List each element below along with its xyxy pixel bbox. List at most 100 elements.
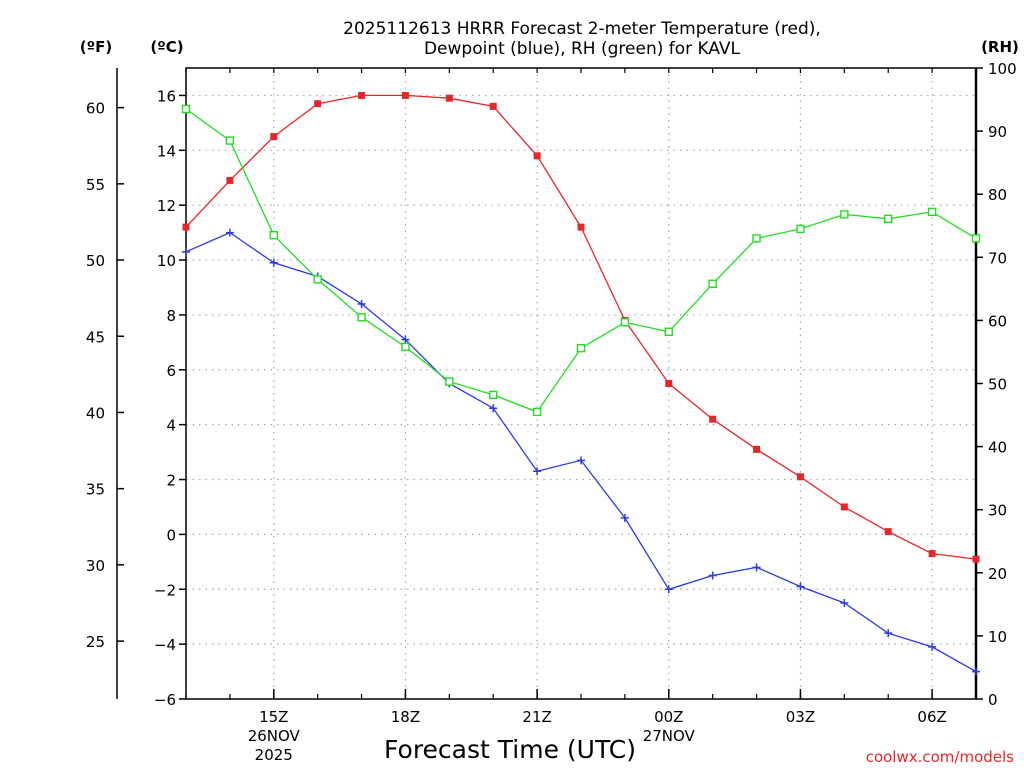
rh-tick-label: 40 — [988, 439, 1007, 457]
grid — [186, 68, 976, 699]
x-tick-year-label: 2025 — [255, 746, 293, 764]
celsius-tick-label: −2 — [154, 581, 176, 599]
celsius-tick-label: 12 — [157, 197, 176, 215]
rh-point — [971, 234, 981, 243]
temperature-point — [665, 380, 673, 387]
rh-point — [796, 224, 805, 234]
rh-tick-label: 20 — [988, 565, 1007, 583]
celsius-tick-label: 14 — [157, 142, 176, 160]
celsius-axis: 16 14 12 10 8 6 4 2 0 −2 −4 −6 — [154, 87, 186, 709]
fahrenheit-tick-label: 45 — [86, 328, 105, 346]
rh-tick-label: 30 — [988, 502, 1007, 520]
dewpoint-point — [620, 513, 629, 522]
dewpoint-point — [840, 598, 849, 607]
rh-tick-label: 60 — [988, 312, 1007, 330]
rh-tick-label: 0 — [988, 691, 998, 709]
dewpoint-point — [928, 642, 937, 651]
x-tick-label: 03Z — [786, 708, 815, 726]
plot-frame — [185, 67, 977, 700]
temperature-line — [185, 94, 977, 560]
celsius-tick-label: −6 — [154, 691, 176, 709]
celsius-tick-label: 6 — [166, 362, 176, 380]
dewpoint-point — [401, 335, 410, 344]
x-tick-label: 06Z — [917, 708, 946, 726]
rh-point — [752, 234, 761, 243]
dewpoint-point — [182, 247, 190, 256]
temperature-point — [884, 528, 892, 536]
dewpoint-point — [752, 563, 761, 572]
temperature-point — [270, 133, 278, 141]
temperature-point — [840, 503, 848, 511]
x-tick-label: 00Z — [654, 708, 683, 726]
series-layer — [181, 91, 981, 676]
x-tick-label: 18Z — [391, 708, 420, 726]
temperature-point — [226, 176, 234, 184]
credit-text: coolwx.com/models — [866, 748, 1014, 766]
rh-point — [840, 210, 849, 219]
rh-point — [664, 327, 673, 336]
dewpoint-point — [577, 456, 585, 465]
fahrenheit-axis: 60 55 50 45 40 35 30 25 — [86, 100, 124, 651]
dewpoint-point — [796, 582, 805, 591]
chart-title-line2: Dewpoint (blue), RH (green) for KAVL — [424, 39, 741, 59]
celsius-tick-label: 16 — [157, 87, 176, 105]
rh-tick-label: 50 — [988, 376, 1007, 394]
fahrenheit-tick-label: 25 — [86, 633, 105, 651]
temperature-point — [533, 152, 541, 160]
rh-point — [181, 104, 191, 114]
rh-point — [927, 207, 937, 217]
temperature-point — [753, 445, 761, 453]
temperature-point — [182, 223, 190, 231]
dewpoint-point — [972, 667, 980, 676]
rh-tick-label: 90 — [988, 123, 1007, 141]
dewpoint-point — [664, 585, 673, 594]
rh-tick-label: 10 — [988, 628, 1007, 646]
dewpoint-point — [357, 299, 366, 308]
rh-tick-label: 70 — [988, 249, 1007, 267]
fahrenheit-tick-label: 50 — [86, 252, 105, 270]
rh-point — [884, 214, 893, 224]
rh-point — [401, 342, 410, 352]
x-tick-date-label: 26NOV — [248, 727, 301, 745]
fahrenheit-unit-label: (ºF) — [80, 38, 112, 56]
rh-point — [489, 390, 498, 400]
fahrenheit-tick-label: 35 — [86, 481, 105, 499]
temperature-point — [314, 100, 322, 108]
celsius-tick-label: 8 — [166, 307, 176, 325]
x-tick-label: 21Z — [522, 708, 551, 726]
rh-point — [576, 343, 586, 353]
dewpoint-line — [185, 231, 977, 673]
chart-title-line1: 2025112613 HRRR Forecast 2-meter Tempera… — [343, 19, 821, 39]
temperature-point — [489, 102, 497, 110]
temperature-point — [796, 473, 804, 481]
temperature-point — [358, 91, 366, 99]
celsius-tick-label: 2 — [166, 472, 176, 490]
x-tick-date-label: 27NOV — [643, 727, 696, 745]
fahrenheit-tick-label: 40 — [86, 404, 105, 422]
dewpoint-point — [269, 258, 278, 267]
rh-point — [357, 313, 366, 322]
rh-point — [620, 318, 630, 327]
temperature-point — [972, 555, 980, 563]
temperature-point — [928, 550, 936, 558]
x-tick-label: 15Z — [259, 708, 288, 726]
dewpoint-point — [489, 404, 498, 413]
fahrenheit-tick-label: 55 — [86, 176, 105, 194]
temperature-point — [445, 94, 453, 102]
fahrenheit-tick-label: 30 — [86, 557, 105, 575]
temperature-point — [401, 91, 409, 99]
rh-tick-label: 80 — [988, 186, 1007, 204]
rh-point — [532, 407, 542, 417]
dewpoint-point — [884, 629, 893, 638]
celsius-tick-label: 0 — [166, 526, 176, 544]
celsius-tick-label: 4 — [166, 417, 176, 435]
rh-point — [225, 136, 235, 145]
celsius-unit-label: (ºC) — [150, 38, 183, 56]
dewpoint-point — [225, 228, 234, 237]
temperature-point — [577, 223, 585, 231]
celsius-tick-label: 10 — [157, 252, 176, 270]
dewpoint-point — [533, 467, 542, 476]
